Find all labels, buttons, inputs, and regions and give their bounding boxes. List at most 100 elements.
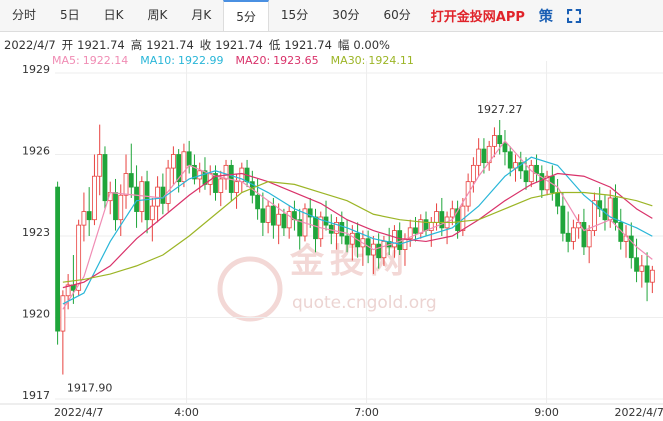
candle-body (276, 213, 282, 226)
candle-body (581, 222, 587, 248)
candle-body (286, 211, 292, 229)
legend-name: MA20: (235, 54, 270, 67)
tab[interactable]: 日K (103, 8, 124, 22)
info-line: 2022/4/7 开 1921.74 高 1921.74 收 1921.74 低 1921.74… (4, 38, 390, 52)
candle-body (155, 186, 161, 207)
legend-name: MA5: (52, 54, 80, 67)
legend-name: MA30: (331, 54, 366, 67)
candle-body (186, 151, 192, 166)
candle-body (255, 194, 261, 210)
candle-body (55, 186, 60, 332)
candle-body (128, 173, 134, 188)
candle-body (349, 232, 355, 245)
tab[interactable]: 15分 (280, 8, 309, 22)
legend-value: 1922.14 (83, 54, 129, 67)
candle-body (307, 208, 313, 218)
watermark-logo (217, 256, 283, 322)
candle-body (86, 211, 92, 221)
tab[interactable]: 60分 (383, 8, 411, 22)
fullscreen-button[interactable] (566, 8, 581, 23)
candle-body (192, 164, 197, 180)
y-tick-label: 1926 (22, 145, 50, 158)
candle-body (339, 222, 345, 237)
candle-body (565, 232, 571, 242)
tab[interactable]: 5日 (60, 8, 80, 22)
candle-body (76, 224, 82, 291)
candle-body (81, 211, 87, 226)
candle-body (539, 173, 545, 191)
candle-body (113, 192, 118, 221)
watermark-url: quote.cngold.org (292, 293, 437, 313)
candle-body (176, 154, 182, 183)
info-item: 幅 (338, 38, 350, 52)
candle-body (570, 227, 576, 242)
candle-body (218, 178, 224, 193)
candle-body (65, 284, 71, 297)
candle-body (439, 211, 445, 229)
ma-line (62, 156, 653, 305)
chart: 2022/4/7 开 1921.74 高 1921.74 收 1921.74 低 1921.74… (0, 38, 663, 419)
candle-body (181, 151, 187, 183)
strategy-button[interactable]: 策 (538, 8, 553, 25)
candle-body (523, 170, 529, 183)
candle-body (413, 227, 418, 234)
info-item: 低 (269, 38, 281, 52)
legend-value: 1924.11 (368, 54, 414, 67)
info-item: 1921.74 (215, 38, 263, 52)
candle-body (344, 235, 350, 245)
legend: MA5: 1922.14 MA10: 1922.99 MA20: 1923.65 MA30:… (52, 54, 414, 67)
candle-body (460, 205, 466, 231)
tab[interactable]: 月K (191, 8, 212, 22)
x-tick-label: 4:00 (174, 406, 199, 419)
candle-body (560, 205, 566, 234)
candle-body (102, 154, 108, 202)
candle-body (544, 175, 550, 191)
candle-body (392, 230, 397, 248)
candle-body (149, 205, 155, 221)
legend-name: MA10: (140, 54, 175, 67)
candle-body (381, 241, 387, 259)
candle-body (144, 181, 150, 221)
candle-body (492, 135, 497, 147)
ma-line (62, 139, 653, 310)
candle-body (476, 148, 482, 166)
candle-body (313, 216, 318, 240)
info-item: 收 (200, 38, 212, 52)
candle-body (213, 173, 218, 193)
app-link[interactable]: 打开金投网APP (430, 10, 525, 25)
candle-body (586, 230, 592, 248)
candle-body (613, 197, 618, 223)
info-item: 0.00% (353, 38, 390, 52)
tab[interactable]: 分时 (12, 8, 37, 22)
candle-body (139, 181, 145, 212)
candle-body (265, 205, 271, 223)
candle-body (507, 151, 513, 169)
candle-body (628, 235, 634, 259)
candle-body (528, 164, 534, 183)
info-item: 高 (131, 38, 143, 52)
info-item: 1921.74 (77, 38, 125, 52)
candle-body (555, 192, 560, 207)
y-tick-label: 1923 (22, 226, 50, 239)
y-tick-label: 1929 (22, 63, 50, 76)
candle-body (423, 219, 429, 231)
candle-body (644, 265, 650, 283)
x-tick-label: 2022/4/7 (614, 406, 663, 419)
tab[interactable]: 周K (147, 8, 168, 22)
info-item: 2022/4/7 (4, 38, 56, 52)
candle-body (165, 167, 171, 204)
info-item: 1921.74 (146, 38, 194, 52)
candle-body (234, 181, 239, 193)
candle-body (397, 230, 403, 250)
candle-body (634, 257, 639, 272)
candle-body (92, 175, 97, 221)
candle-body (534, 164, 539, 174)
candle-body (134, 186, 139, 212)
watermark-name: 金投网 (289, 242, 410, 282)
tab[interactable]: 30分 (332, 8, 360, 22)
candle-body (376, 243, 382, 259)
candle-body (297, 219, 303, 237)
candle-body (118, 194, 124, 221)
tab[interactable]: 5分 (223, 0, 269, 31)
